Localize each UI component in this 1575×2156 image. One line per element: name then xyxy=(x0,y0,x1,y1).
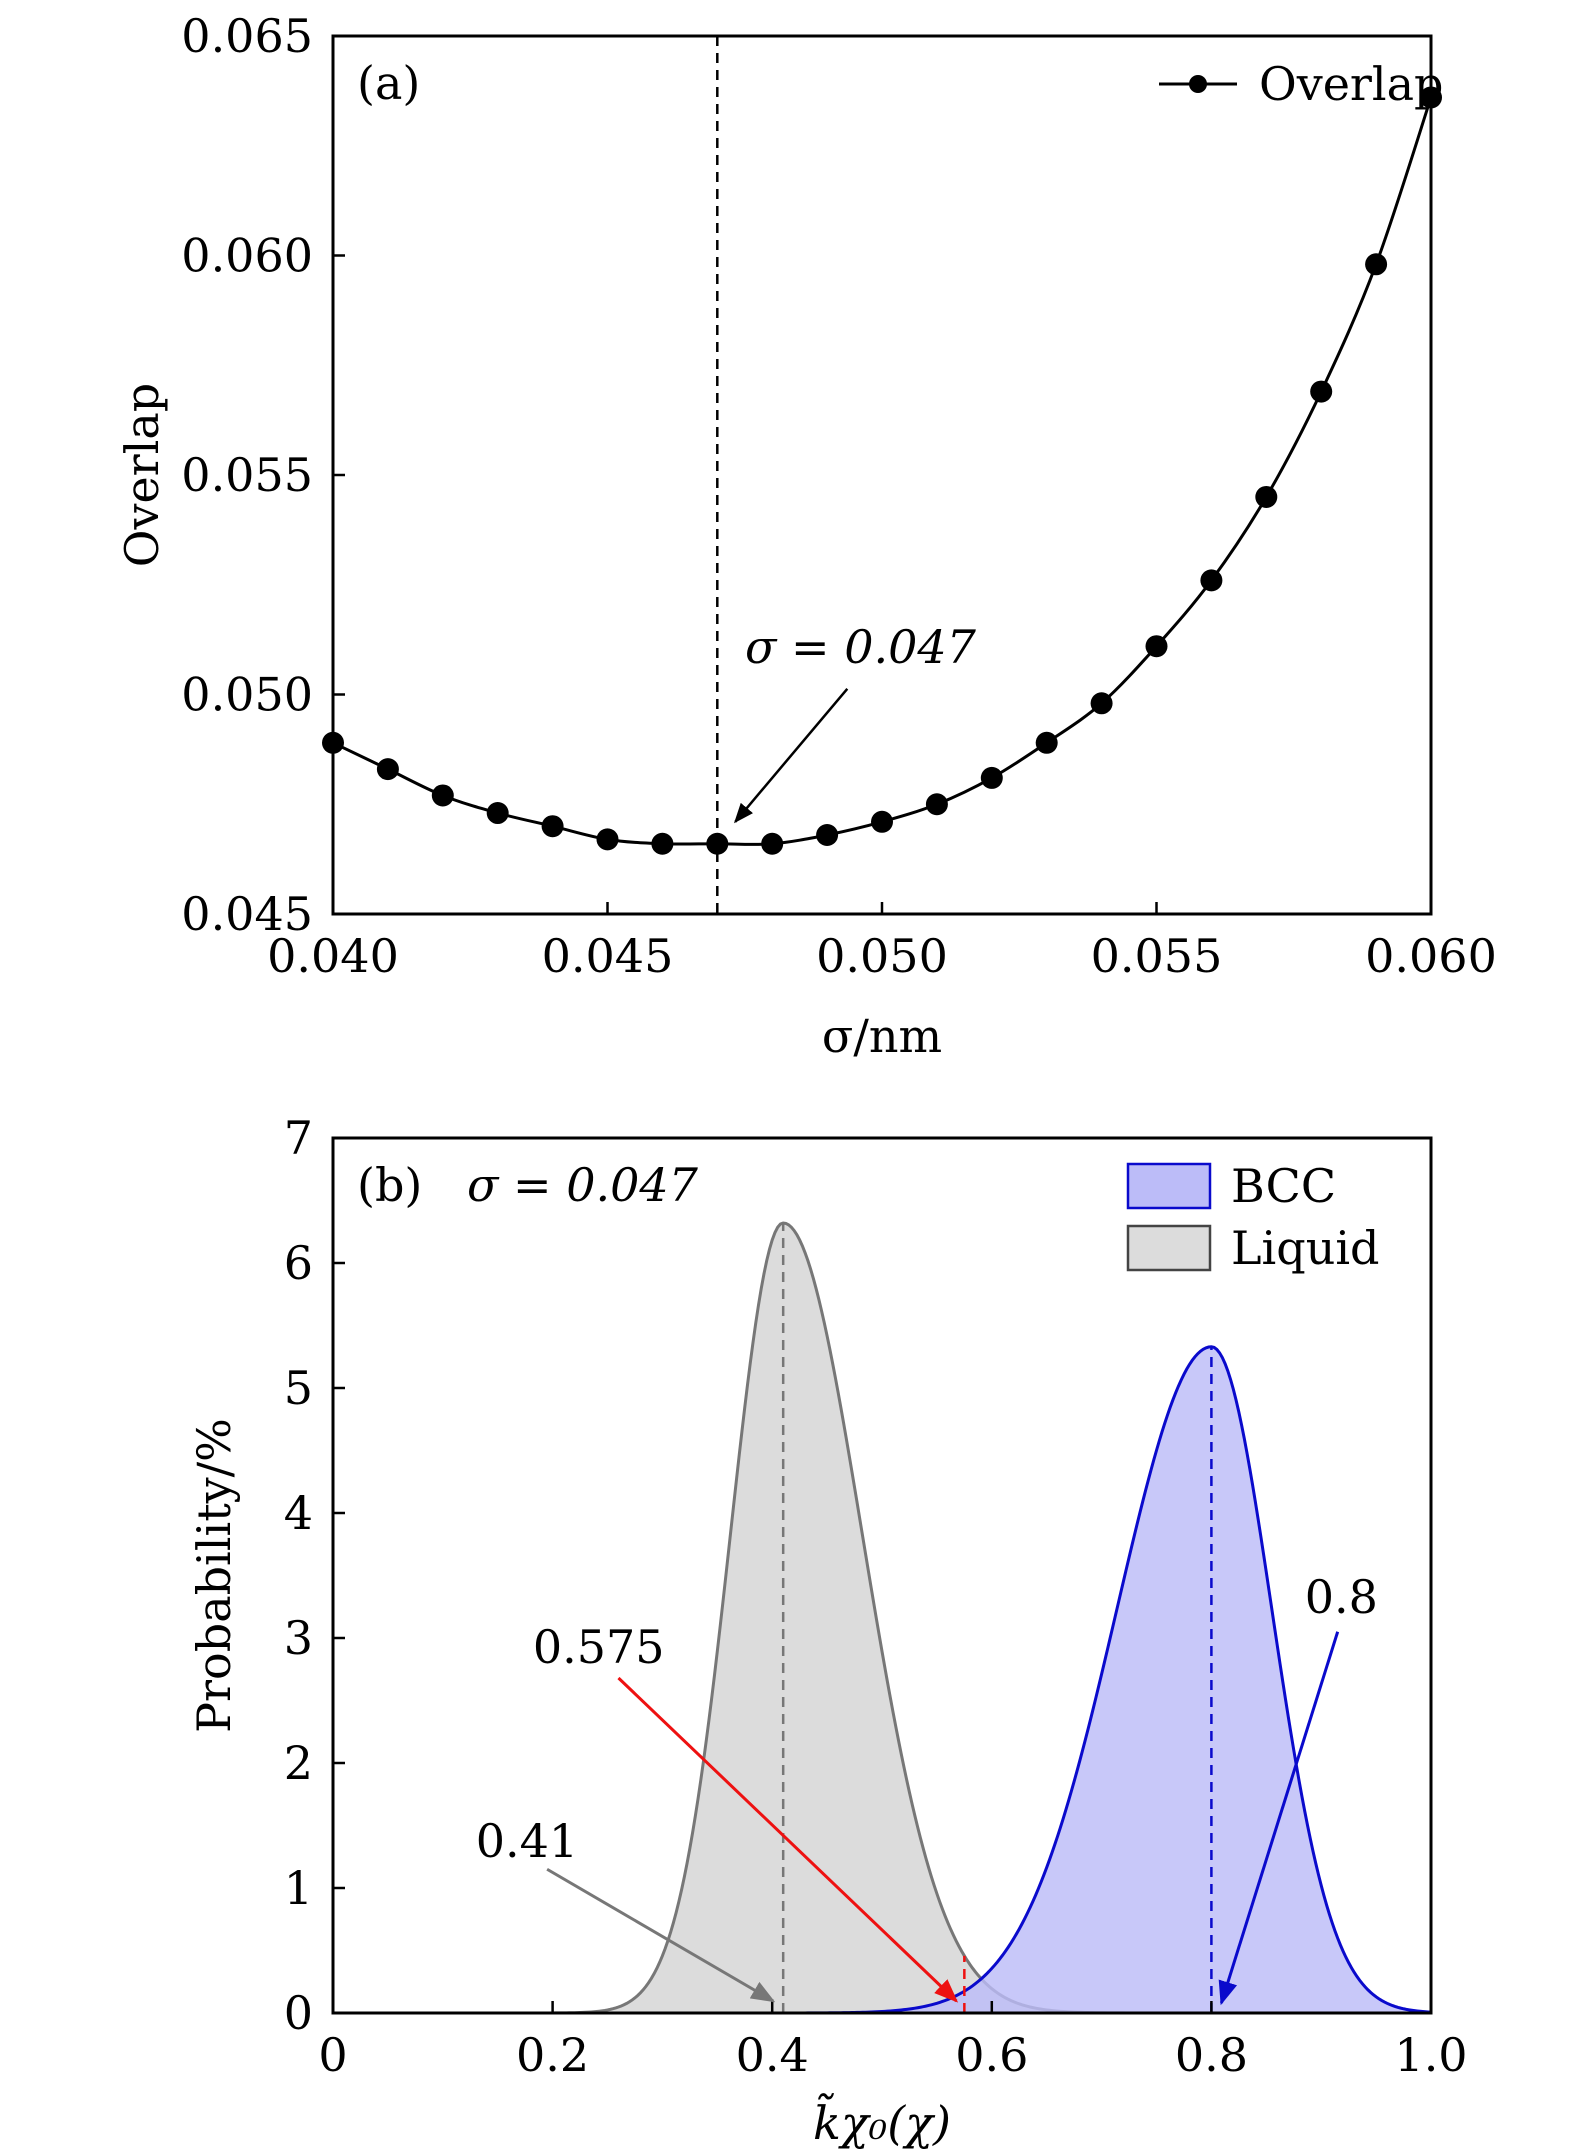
overlap-point-5 xyxy=(596,828,619,851)
distribution-areas xyxy=(333,1221,1432,2015)
x-tick-label-3: 0.6 xyxy=(955,2028,1028,2082)
peak-reference-lines xyxy=(781,1223,1213,2013)
overlap-point-3 xyxy=(486,802,509,825)
y-tick-label-3: 3 xyxy=(284,1611,313,1665)
y-tick-label-6: 6 xyxy=(284,1236,313,1290)
legend-marker-overlap xyxy=(1189,75,1207,93)
y-tick-label-3: 0.060 xyxy=(181,229,313,283)
y-tick-label-2: 0.055 xyxy=(181,448,313,502)
overlap-point-11 xyxy=(925,793,948,816)
panel-b-label: (b) xyxy=(357,1158,422,1212)
x-tick-label-1: 0.2 xyxy=(516,2028,589,2082)
legend-swatch-liquid xyxy=(1126,1224,1212,1272)
legend-label-overlap: Overlap xyxy=(1259,57,1444,111)
x-tick-label-4: 0.060 xyxy=(1365,929,1497,983)
y-tick-label-0: 0.045 xyxy=(181,887,313,941)
x-tick-label-1: 0.045 xyxy=(542,929,674,983)
overlap-point-9 xyxy=(816,823,839,846)
y-tick-label-5: 5 xyxy=(284,1361,313,1415)
x-tick-label-3: 0.055 xyxy=(1091,929,1223,983)
overlap-point-1 xyxy=(376,758,399,781)
overlap-point-19 xyxy=(1365,253,1388,276)
panel-b-annotations: 0.41 0.575 0.8 xyxy=(476,1570,1378,2006)
overlap-point-13 xyxy=(1035,731,1058,754)
overlap-point-12 xyxy=(980,766,1003,789)
annotation-label-liquid-peak: 0.41 xyxy=(476,1814,578,1868)
panel-b-x-axis-title: k̃χ₀(χ) xyxy=(813,2093,951,2150)
panel-b-sigma-label: σ = 0.047 xyxy=(467,1158,699,1212)
annotation-arrow-bcc-peak xyxy=(1218,1631,1340,2006)
panel-b-ticks: 0 0.2 0.4 0.6 0.8 1.0 0 1 2 3 4 5 6 7 xyxy=(284,1111,1468,2082)
overlap-point-7 xyxy=(706,832,729,855)
legend-swatch-bcc xyxy=(1126,1162,1212,1210)
overlap-series-line xyxy=(332,96,1433,846)
panel-a-frame xyxy=(331,34,1433,916)
x-tick-label-4: 0.8 xyxy=(1175,2028,1248,2082)
panel-a-x-axis-title: σ/nm xyxy=(822,1009,942,1063)
overlap-point-2 xyxy=(431,784,454,807)
panel-b-legend: BCC Liquid xyxy=(1126,1159,1380,1275)
y-tick-label-1: 0.050 xyxy=(181,668,313,722)
overlap-point-16 xyxy=(1200,569,1223,592)
panel-a-label: (a) xyxy=(357,56,420,110)
annotation-arrow-liquid-peak xyxy=(546,1867,776,2003)
overlap-point-6 xyxy=(651,832,674,855)
overlap-point-4 xyxy=(541,815,564,838)
annotation-label-threshold: 0.575 xyxy=(533,1620,665,1674)
area-fill-bcc xyxy=(333,1346,1431,2013)
panel-b-y-axis-title: Probability/% xyxy=(187,1418,241,1733)
x-tick-label-2: 0.4 xyxy=(736,2028,809,2082)
overlap-point-15 xyxy=(1145,635,1168,658)
y-tick-label-1: 1 xyxy=(284,1861,313,1915)
panel-a-y-axis-title: Overlap xyxy=(115,383,169,568)
panel-a-legend: Overlap xyxy=(1159,57,1444,111)
panel-a-overlap-chart: 0.040 0.045 0.050 0.055 0.0600.0450.0500.055… xyxy=(115,9,1497,1063)
overlap-point-14 xyxy=(1090,692,1113,715)
x-tick-label-5: 1.0 xyxy=(1394,2028,1467,2082)
panel-a-ticks: 0.040 0.045 0.050 0.055 0.0600.0450.0500.055… xyxy=(181,9,1497,983)
x-tick-label-0: 0.040 xyxy=(267,929,399,983)
legend-label-liquid: Liquid xyxy=(1231,1221,1380,1275)
annotation-arrow-threshold xyxy=(617,1676,959,2003)
sigma-annotation-label: σ = 0.047 xyxy=(745,620,977,674)
overlap-point-17 xyxy=(1255,485,1278,508)
y-tick-label-7: 7 xyxy=(284,1111,313,1165)
x-tick-label-0: 0 xyxy=(318,2028,347,2082)
x-tick-label-2: 0.050 xyxy=(816,929,948,983)
panel-b-frame xyxy=(331,1136,1433,2015)
overlap-point-18 xyxy=(1310,380,1333,403)
overlap-curve-layer xyxy=(332,96,1433,846)
y-tick-label-4: 0.065 xyxy=(181,9,313,63)
overlap-point-10 xyxy=(871,810,893,833)
area-fill-liquid xyxy=(333,1223,1431,2013)
legend-label-bcc: BCC xyxy=(1231,1159,1336,1213)
overlap-point-8 xyxy=(761,832,784,855)
y-tick-label-4: 4 xyxy=(284,1486,313,1540)
sigma-annotation-arrow xyxy=(734,687,849,824)
panel-b-probability-chart: 0 0.2 0.4 0.6 0.8 1.0 0 1 2 3 4 5 6 7 (b) σ = 0.047 B… xyxy=(187,1111,1468,2150)
overlap-markers xyxy=(322,86,1442,855)
y-tick-label-0: 0 xyxy=(284,1986,313,2040)
y-tick-label-2: 2 xyxy=(284,1736,313,1790)
annotation-label-bcc-peak: 0.8 xyxy=(1305,1570,1378,1624)
